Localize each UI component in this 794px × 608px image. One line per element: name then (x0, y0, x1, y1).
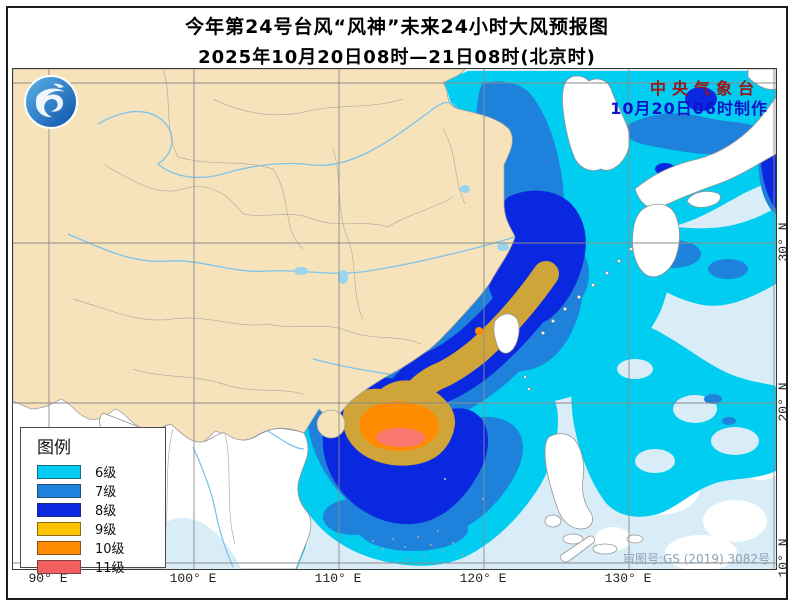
legend: 图例 6级 7级 8级 9级 10级 11级 (20, 427, 166, 576)
agency-name: 中央气象台 (649, 79, 760, 98)
lat-label-30n: 30° N (776, 222, 791, 262)
lon-label-130e: 130° E (604, 571, 652, 586)
lat-label-10n: 10° N (776, 538, 791, 578)
wind-area-7 (708, 259, 748, 279)
philippine-island (626, 534, 644, 544)
luzon-island (544, 433, 593, 530)
graticule (13, 69, 776, 569)
wind-area-8 (685, 87, 717, 111)
legend-swatch-7 (37, 483, 81, 498)
lake (338, 270, 348, 284)
mekong-river (192, 446, 234, 568)
philippine-island (592, 543, 618, 555)
page-title: 今年第24号台风“风神”未来24小时大风预报图 (185, 16, 609, 38)
sea-hole (617, 359, 653, 379)
lon-label-120e: 120° E (459, 571, 507, 586)
philippine-island (562, 533, 584, 545)
legend-label-10: 10级 (95, 542, 125, 557)
province-borders (72, 69, 466, 550)
legend-label-7: 7级 (95, 485, 117, 500)
gulf-of-thailand (159, 517, 241, 569)
legend-swatch-8 (37, 502, 81, 517)
japan-kyushu (632, 203, 680, 278)
wind-spot-10 (475, 327, 483, 335)
wind-area-11 (376, 427, 425, 448)
yangtze-river (67, 233, 515, 274)
korea-land (562, 75, 630, 171)
pearl-river (312, 358, 390, 375)
wind-area-7 (621, 113, 764, 155)
yellow-river (97, 101, 458, 179)
calm-sea-patch (665, 535, 737, 569)
legend-label-8: 8级 (95, 504, 117, 519)
legend-label-11: 11级 (95, 561, 125, 576)
palawan-island (560, 535, 596, 563)
lon-label-90e: 90° E (28, 571, 68, 586)
lake (497, 243, 509, 251)
map-license-number: 审图号:GS (2019) 3082号 (622, 552, 770, 566)
legend-row: 11级 (37, 557, 165, 576)
red-river (267, 430, 305, 450)
legend-label-6: 6级 (95, 466, 117, 481)
title-block: 今年第24号台风“风神”未来24小时大风预报图 2025年10月20日08时—2… (0, 12, 794, 69)
japan-shikoku (686, 191, 721, 208)
legend-row: 7级 (37, 481, 165, 500)
ryukyu-islands (523, 247, 633, 391)
lon-label-110e: 110° E (314, 571, 362, 586)
lake (294, 267, 308, 275)
legend-label-9: 9级 (95, 523, 117, 538)
legend-swatch-10 (37, 540, 81, 555)
hokkaido-corner (747, 69, 776, 90)
page-subtitle: 2025年10月20日08时—21日08时(北京时) (198, 47, 596, 68)
sea-hole (711, 427, 759, 455)
legend-swatch-9 (37, 521, 81, 536)
legend-row: 6级 (37, 462, 165, 481)
sea-hole (635, 449, 675, 473)
legend-row: 10级 (37, 538, 165, 557)
lat-label-20n: 20° N (776, 382, 791, 422)
taiwan-island (493, 313, 520, 354)
issue-time: 10月20日06时制作 (610, 99, 768, 118)
legend-title: 图例 (37, 438, 71, 458)
wind-area-7 (704, 394, 722, 404)
legend-row: 9级 (37, 519, 165, 538)
hainan-island (316, 409, 346, 439)
legend-swatch-6 (37, 464, 81, 479)
lon-label-100e: 100° E (169, 571, 217, 586)
mindoro-island (544, 514, 562, 528)
calm-sea-patch (703, 500, 767, 542)
wind-area-7 (722, 417, 736, 425)
lake (460, 185, 470, 193)
legend-swatch-11 (37, 559, 81, 574)
legend-row: 8级 (37, 500, 165, 519)
